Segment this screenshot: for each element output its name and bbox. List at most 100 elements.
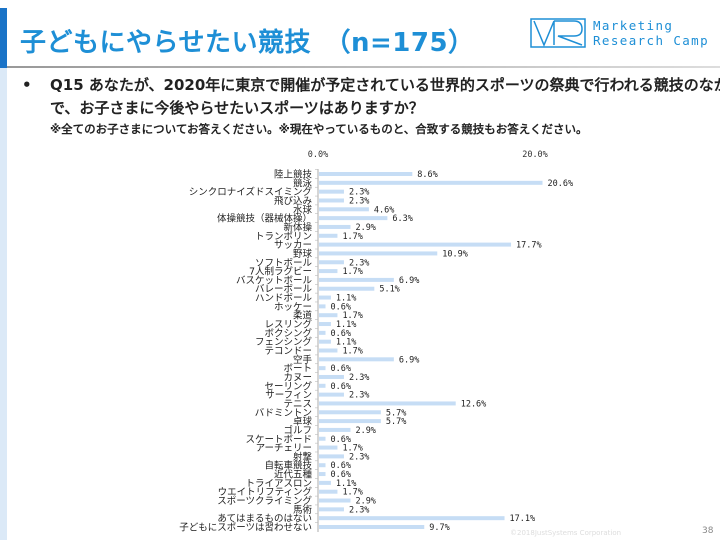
category-label: スケートボード: [245, 434, 312, 445]
x-tick-label: 0.0%: [308, 150, 328, 160]
category-label: スポーツクライミング: [217, 495, 312, 507]
bar: [319, 489, 338, 494]
bar: [319, 507, 344, 512]
category-label: フェンシング: [255, 336, 313, 348]
category-label: ハンドボール: [255, 293, 313, 304]
bar: [319, 525, 425, 529]
category-label: テニス: [283, 399, 312, 410]
bar: [319, 348, 338, 353]
category-label: アーチェリー: [256, 443, 312, 454]
category-label: 陸上競技: [274, 169, 313, 181]
category-label: サーフィン: [265, 390, 312, 401]
page-number: 38: [702, 526, 714, 536]
data-label: 1.1%: [336, 338, 356, 348]
data-label: 9.7%: [429, 523, 449, 533]
category-label: 自転車競技: [264, 460, 312, 472]
bar: [319, 472, 326, 477]
data-label: 2.3%: [349, 188, 369, 198]
category-label: セーリング: [264, 380, 312, 392]
bar: [319, 427, 351, 432]
data-label: 5.7%: [386, 408, 406, 418]
bar: [319, 436, 326, 441]
bar: [319, 374, 344, 379]
data-label: 5.7%: [386, 417, 406, 427]
category-label: 飛び込み: [274, 196, 312, 207]
data-label: 10.9%: [442, 249, 468, 259]
bar: [319, 322, 331, 327]
data-label: 2.3%: [349, 373, 369, 383]
data-label: 17.7%: [516, 241, 542, 251]
bar: [319, 233, 338, 238]
x-tick-label: 20.0%: [522, 150, 548, 160]
category-label: 野球: [293, 248, 313, 260]
data-label: 6.9%: [399, 355, 419, 365]
data-label: 20.6%: [548, 179, 574, 189]
bar: [319, 269, 338, 274]
bar: [319, 516, 505, 521]
logo-line1: Marketing: [593, 18, 674, 33]
category-label: レスリング: [264, 319, 312, 331]
category-label: バレーボール: [255, 284, 313, 295]
data-label: 1.1%: [336, 320, 356, 330]
category-label: 競泳: [293, 177, 313, 189]
data-label: 2.9%: [355, 426, 375, 436]
data-label: 4.6%: [374, 205, 394, 215]
data-label: 1.7%: [342, 267, 362, 277]
category-label: トライアスロン: [245, 478, 312, 489]
data-label: 2.9%: [355, 497, 375, 507]
header-divider: [7, 66, 720, 68]
category-label: 水球: [293, 204, 313, 216]
category-label: テコンドー: [264, 346, 312, 357]
bar: [319, 172, 413, 176]
bar: [319, 383, 326, 388]
logo-text: Marketing Research Camp: [593, 18, 709, 48]
data-label: 2.9%: [355, 223, 375, 233]
category-label: 7人制ラグビー: [249, 266, 312, 278]
bar: [319, 224, 351, 229]
bar: [319, 498, 351, 503]
bar: [319, 304, 326, 309]
category-label: カヌー: [283, 372, 312, 383]
category-label: 近代五種: [274, 469, 313, 481]
category-label: ウエイトリフティング: [218, 486, 313, 498]
category-label: 馬術: [293, 504, 313, 516]
data-label: 0.6%: [331, 382, 351, 392]
bar: [319, 392, 344, 397]
bar: [319, 366, 326, 371]
bar: [319, 251, 438, 256]
category-label: トランポリン: [255, 231, 312, 242]
bar: [319, 401, 456, 406]
data-label: 8.6%: [417, 170, 437, 180]
data-label: 6.3%: [392, 214, 412, 224]
data-label: 2.3%: [349, 391, 369, 401]
data-label: 2.3%: [349, 196, 369, 206]
bar: [319, 419, 381, 424]
bar: [319, 410, 381, 415]
data-label: 1.7%: [342, 347, 362, 357]
logo-line2: Research Camp: [593, 33, 710, 48]
data-label: 0.6%: [331, 302, 351, 312]
data-label: 2.3%: [349, 258, 369, 268]
category-label: ボート: [283, 364, 312, 375]
side-accent-bar: [0, 68, 7, 540]
category-label: 空手: [293, 354, 313, 366]
category-label: 子どもにスポーツは習わせない: [179, 523, 312, 534]
category-label: ボクシング: [264, 327, 312, 339]
logo-mark: [530, 18, 586, 48]
data-label: 1.1%: [336, 294, 356, 304]
bar: [319, 445, 338, 450]
data-label: 6.9%: [399, 276, 419, 286]
category-label: バスケットボール: [236, 275, 313, 286]
bar: [319, 180, 543, 185]
bar: [319, 277, 394, 282]
category-label: バドミントン: [255, 408, 312, 419]
category-label: あてはまるものはない: [217, 514, 312, 525]
data-label: 5.1%: [379, 285, 399, 295]
category-label: 射撃: [293, 451, 313, 463]
bar: [319, 242, 512, 247]
data-label: 1.1%: [336, 479, 356, 489]
category-label: ソフトボール: [255, 258, 313, 269]
data-label: 0.6%: [331, 364, 351, 374]
bar: [319, 313, 338, 318]
